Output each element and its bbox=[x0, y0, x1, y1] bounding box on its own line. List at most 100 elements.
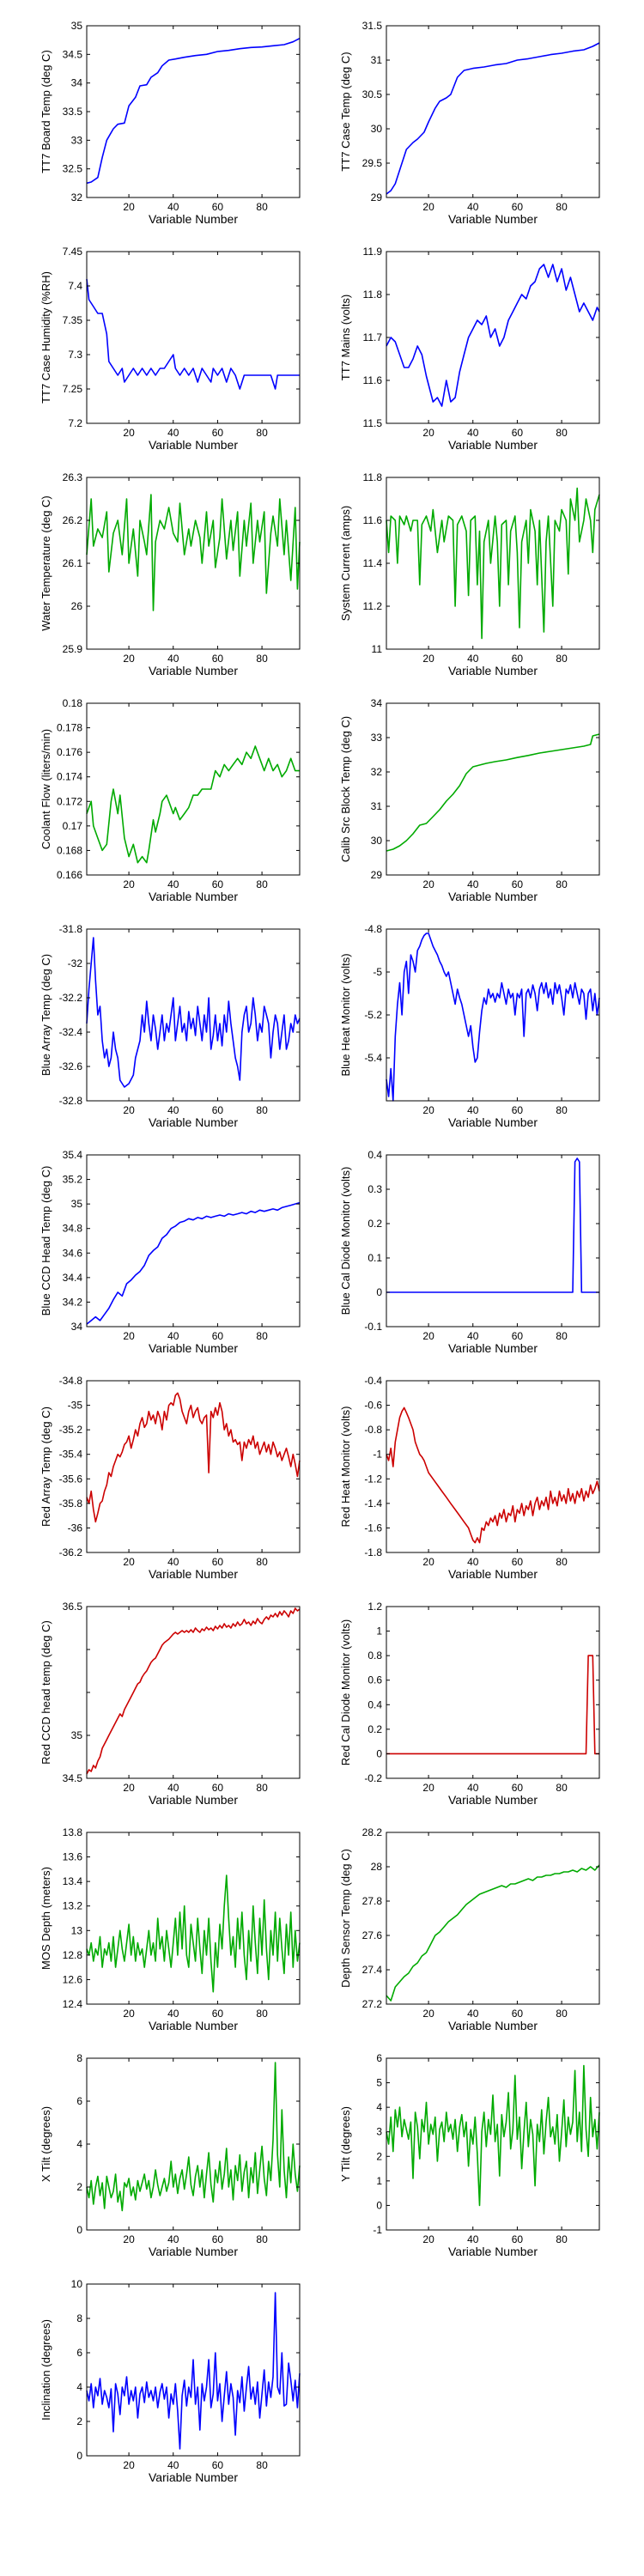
y-tick-label: -36.2 bbox=[59, 1546, 83, 1558]
y-axis-label: TT7 Board Temp (deg C) bbox=[39, 50, 52, 173]
x-tick-label: 80 bbox=[256, 2008, 268, 2020]
y-axis-label: Blue Array Temp (deg C) bbox=[39, 954, 52, 1076]
y-tick-label: -1.6 bbox=[364, 1522, 382, 1534]
x-tick-label: 20 bbox=[422, 1330, 434, 1342]
y-tick-label: 11.7 bbox=[363, 331, 383, 343]
y-tick-label: 29.5 bbox=[362, 157, 383, 169]
y-tick-label: 33 bbox=[371, 732, 383, 744]
x-tick-label: 20 bbox=[123, 201, 135, 213]
series-line bbox=[386, 1864, 600, 2002]
x-tick-label: 20 bbox=[422, 653, 434, 665]
x-tick-label: 60 bbox=[212, 1104, 224, 1116]
y-tick-label: -35.6 bbox=[59, 1473, 83, 1485]
y-tick-label: -35.8 bbox=[59, 1498, 83, 1510]
x-tick-label: 20 bbox=[422, 878, 434, 890]
y-axis-label: Red Cal Diode Monitor (volts) bbox=[339, 1619, 352, 1766]
y-tick-label: 0.18 bbox=[63, 697, 83, 709]
y-tick-label: -32.8 bbox=[59, 1095, 83, 1107]
series-line bbox=[86, 278, 300, 390]
y-tick-label: 12.6 bbox=[63, 1973, 83, 1985]
x-tick-label: 20 bbox=[123, 2459, 135, 2471]
y-tick-label: 35 bbox=[71, 20, 83, 32]
x-axis-label: Variable Number bbox=[448, 1341, 538, 1355]
y-tick-label: 0.168 bbox=[57, 844, 82, 856]
y-tick-label: -32 bbox=[68, 957, 83, 969]
series-line bbox=[86, 1201, 301, 1325]
y-tick-label: 27.2 bbox=[362, 1998, 383, 2010]
axes-frame bbox=[86, 251, 301, 424]
y-axis-label: System Current (amps) bbox=[339, 506, 352, 621]
y-tick-label: 2 bbox=[376, 2150, 382, 2162]
y-tick-label: 34.2 bbox=[63, 1296, 83, 1308]
y-tick-label: 34.8 bbox=[63, 1223, 83, 1235]
x-tick-label: 40 bbox=[167, 427, 179, 439]
series-line bbox=[386, 1655, 599, 1755]
x-tick-label: 80 bbox=[556, 878, 568, 890]
y-tick-label: 0.174 bbox=[57, 771, 82, 783]
x-axis-label: Variable Number bbox=[149, 2245, 238, 2258]
y-tick-label: -1.8 bbox=[364, 1546, 382, 1558]
y-tick-label: 7.2 bbox=[68, 417, 82, 429]
x-tick-label: 80 bbox=[256, 2459, 268, 2471]
y-tick-label: -31.8 bbox=[59, 923, 83, 935]
y-tick-label: 33 bbox=[71, 134, 83, 146]
y-tick-label: 0 bbox=[76, 2224, 82, 2236]
y-tick-label: 12.4 bbox=[63, 1998, 83, 2010]
y-tick-label: 0.176 bbox=[57, 746, 82, 758]
y-axis-label: Blue Heat Monitor (volts) bbox=[339, 953, 352, 1076]
y-tick-label: 0.6 bbox=[368, 1674, 382, 1686]
y-tick-label: -0.6 bbox=[364, 1400, 382, 1412]
y-tick-label: 26.2 bbox=[63, 514, 83, 526]
x-tick-label: 40 bbox=[167, 201, 179, 213]
y-axis-label: MOS Depth (meters) bbox=[39, 1867, 52, 1970]
y-tick-label: 28 bbox=[371, 1861, 383, 1873]
series-line bbox=[386, 733, 600, 852]
series-line bbox=[386, 487, 600, 640]
y-axis-label: Red Heat Monitor (volts) bbox=[339, 1406, 352, 1528]
chart-blue-heat-monitor: 20 40 60 80 -5.4 -5.2 -5 -4.8 Variable Number Blu… bbox=[339, 923, 600, 1129]
x-axis-label: Variable Number bbox=[448, 212, 538, 226]
y-tick-label: 7.45 bbox=[63, 246, 83, 258]
x-tick-label: 80 bbox=[556, 1330, 568, 1342]
x-tick-label: 80 bbox=[556, 1104, 568, 1116]
y-tick-label: 31 bbox=[371, 54, 383, 66]
axes-frame bbox=[386, 702, 600, 876]
y-tick-label: 0.2 bbox=[368, 1218, 382, 1230]
chart-blue-cal-diode-monitor: 20 40 60 80 -0.1 0 0.1 0.2 0.3 0.4 Variable Number… bbox=[339, 1149, 600, 1355]
x-tick-label: 40 bbox=[467, 878, 479, 890]
chart-tt7-board-temp: 20 40 60 80 32 32.5 33 33.5 34 34.5 35 Variable Num… bbox=[39, 20, 301, 226]
y-tick-label: 2 bbox=[76, 2415, 82, 2427]
x-axis-label: Variable Number bbox=[448, 890, 538, 903]
chart-water-temperature: 20 40 60 80 25.9 26 26.1 26.2 26.3 Variable Numbe… bbox=[39, 471, 301, 677]
x-tick-label: 40 bbox=[467, 1104, 479, 1116]
y-tick-label: 8 bbox=[76, 2052, 82, 2064]
x-tick-label: 60 bbox=[512, 653, 524, 665]
y-tick-label: 11.5 bbox=[363, 417, 383, 429]
y-axis-label: Red CCD head temp (deg C) bbox=[39, 1620, 52, 1765]
x-tick-label: 60 bbox=[212, 201, 224, 213]
y-tick-label: -5.4 bbox=[364, 1052, 382, 1064]
axes-frame bbox=[386, 25, 600, 198]
x-tick-label: 40 bbox=[467, 653, 479, 665]
y-tick-label: 34.5 bbox=[63, 48, 83, 60]
x-tick-label: 60 bbox=[512, 2233, 524, 2245]
y-tick-label: 2 bbox=[76, 2181, 82, 2193]
y-tick-label: 30 bbox=[371, 835, 383, 847]
y-tick-label: 35.4 bbox=[63, 1149, 83, 1161]
y-axis-label: Blue Cal Diode Monitor (volts) bbox=[339, 1167, 352, 1315]
y-tick-label: 0.3 bbox=[368, 1183, 382, 1195]
y-tick-label: 11 bbox=[372, 643, 383, 655]
x-tick-label: 60 bbox=[512, 427, 524, 439]
y-tick-label: 6 bbox=[376, 2052, 382, 2064]
y-tick-label: 34.4 bbox=[63, 1272, 83, 1284]
axes-frame bbox=[86, 1380, 301, 1553]
y-tick-label: 0 bbox=[376, 1286, 382, 1298]
y-tick-label: 34.6 bbox=[63, 1247, 83, 1259]
chart-red-array-temp: 20 40 60 80 -36.2 -36 -35.8 -35.6 -35.4 -35.2 -35 -… bbox=[39, 1375, 301, 1581]
y-tick-label: -0.2 bbox=[364, 1772, 382, 1784]
chart-red-cal-diode-monitor: 20 40 60 80 -0.2 0 0.2 0.4 0.6 0.8 1 1.2 Variable Nu… bbox=[339, 1601, 600, 1807]
y-tick-label: 26.3 bbox=[63, 471, 83, 483]
y-tick-label: 11.4 bbox=[363, 557, 383, 569]
x-axis-label: Variable Number bbox=[448, 2019, 538, 2032]
x-tick-label: 80 bbox=[556, 653, 568, 665]
